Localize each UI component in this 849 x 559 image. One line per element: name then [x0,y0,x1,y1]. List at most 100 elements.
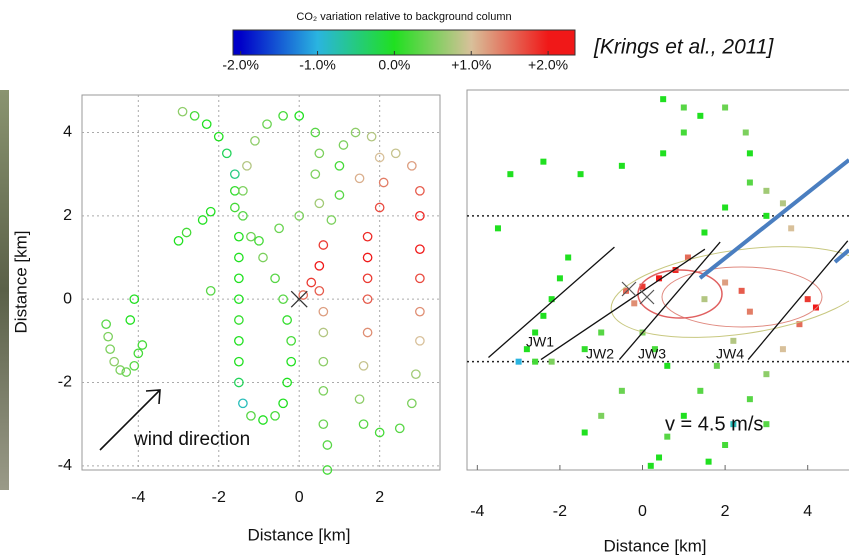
point [282,377,292,388]
point [306,277,317,288]
point [234,252,244,263]
x-axis-label: Distance [km] [604,536,707,555]
pixel [680,412,687,419]
x-tick-label: -4 [470,503,484,520]
pixel [730,337,737,344]
pixel [631,300,638,307]
pixel [656,454,663,461]
pixel [746,179,753,186]
pixel [742,129,749,136]
pixel [746,308,753,315]
pixel [763,187,770,194]
point [378,177,389,188]
pixel [705,458,712,465]
point [173,235,184,246]
point [310,127,321,138]
point [246,410,256,421]
point [254,235,264,246]
point [103,331,113,342]
point [121,367,132,377]
point [115,365,126,375]
transect-line [747,240,849,361]
right-plot-frame [466,89,849,471]
pixel [618,387,625,394]
x-tick-label: 4 [803,503,812,520]
pixel [722,104,729,111]
pixel [540,312,547,319]
pixel [722,204,729,211]
transect-label: JW4 [716,346,744,362]
pixel [697,112,704,119]
citation: [Krings et al., 2011] [593,36,775,59]
x-tick-label: 2 [721,503,730,520]
point [318,240,329,250]
point [137,340,148,350]
point [234,294,244,305]
point [234,315,244,325]
pixel [746,150,753,157]
x-axis-label: Distance [km] [248,525,351,544]
point [278,294,288,305]
y-axis-label: Distance [km] [11,231,30,334]
point [270,410,280,421]
point [334,160,345,171]
point [326,215,337,225]
point [322,465,333,475]
point [201,119,212,130]
point [286,335,297,346]
point [101,319,111,330]
point [234,273,244,284]
transect-label: JW2 [586,346,614,362]
point [258,252,268,263]
colorbar-tick-label: 0.0% [378,57,410,73]
point [230,202,240,213]
pixel [701,296,708,303]
source-cross [621,281,655,305]
point [250,135,260,146]
point [221,148,232,159]
point [234,231,244,242]
point [362,231,373,242]
point [415,210,425,221]
point [318,385,329,396]
point [366,131,377,142]
x-tick-label: -4 [131,489,145,506]
transect-line [540,248,706,361]
pixel [804,296,811,303]
point [334,190,345,200]
point [318,327,329,338]
point [230,185,240,196]
pixel [618,162,625,169]
callout-arrow [698,158,849,280]
pixel [515,358,522,365]
point [197,215,208,225]
point [374,202,385,213]
point [394,423,405,434]
pixel [639,283,646,290]
point [374,152,385,163]
point [298,290,309,300]
point [242,160,252,171]
pixel [548,296,555,303]
x-tick-label: -2 [212,489,226,506]
point [238,210,248,221]
wind-arrow [99,389,161,451]
transect-line [488,246,615,358]
point [415,335,425,346]
point [205,206,216,217]
point [310,169,321,180]
pixel [548,358,555,365]
pixel [556,275,563,282]
pixel [664,362,671,369]
point [262,119,272,130]
point [318,419,329,430]
pixel [788,225,795,232]
point [125,315,136,325]
x-tick-label: 0 [638,503,647,520]
point [358,419,369,430]
point [318,306,329,317]
pixel [532,329,539,336]
point [374,427,385,438]
pixel [577,171,584,178]
origin-cross [290,290,308,308]
